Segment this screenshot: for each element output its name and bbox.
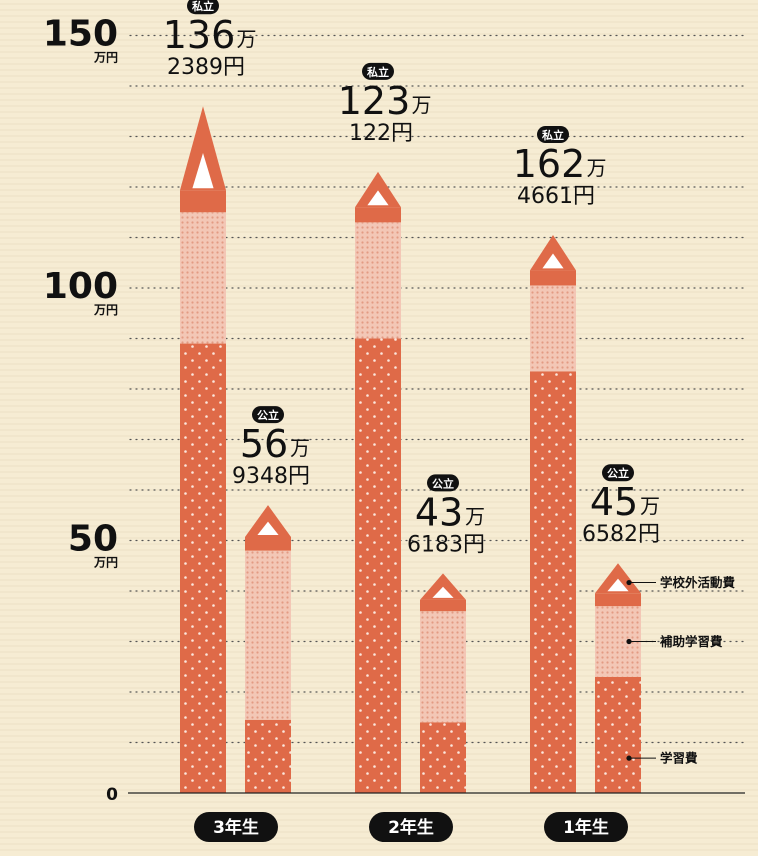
y-tick-unit: 万円 — [93, 303, 118, 317]
school-type-label: 私立 — [542, 128, 564, 142]
school-type-pill — [427, 474, 459, 492]
category-pill — [544, 812, 628, 842]
school-type-label: 公立 — [607, 466, 629, 480]
total-amount-man: 43 — [415, 490, 463, 534]
bar-hojo-segment — [245, 550, 291, 720]
pencil-tip-highlight — [257, 521, 279, 535]
pencil-tip — [245, 505, 291, 537]
bar-gakkougai-segment — [530, 270, 576, 286]
bar-hojo-segment — [420, 611, 466, 723]
total-amount-man-unit: 万 — [640, 494, 660, 518]
bar-gakkougai-segment — [355, 207, 401, 223]
bar-gakkougai-segment — [420, 599, 466, 612]
school-type-pill — [602, 464, 634, 482]
total-amount-yen: 6582円 — [582, 522, 660, 547]
bar-gakushu-segment — [245, 719, 291, 793]
total-amount-man-unit: 万 — [587, 156, 607, 180]
y-tick-label: 0 — [106, 785, 118, 805]
y-tick-label: 50 — [68, 519, 118, 560]
total-amount-man: 56 — [240, 422, 288, 466]
annotation-label: 補助学習費 — [659, 634, 723, 649]
annotation-label: 学校外活動費 — [660, 575, 736, 590]
y-tick-unit: 万円 — [93, 51, 118, 65]
category-label: 2年生 — [388, 817, 434, 838]
school-type-label: 私立 — [367, 65, 389, 79]
total-amount-man-unit: 万 — [412, 93, 432, 117]
pencil-tip — [180, 106, 226, 191]
school-type-pill — [252, 406, 284, 424]
bar-hojo-segment — [180, 212, 226, 344]
annotation-label: 学習費 — [660, 751, 698, 766]
category-label: 3年生 — [213, 817, 259, 838]
y-tick-label: 150 — [43, 14, 118, 55]
total-amount-yen: 122円 — [349, 121, 413, 146]
pencil-tip-highlight — [607, 578, 629, 592]
pencil-tip — [530, 234, 576, 271]
total-amount-man-unit: 万 — [237, 27, 257, 51]
bar-gakkougai-segment — [180, 190, 226, 213]
total-amount-man: 162 — [513, 142, 586, 186]
pencil-tip-highlight — [192, 152, 214, 189]
bar-hojo-segment — [355, 222, 401, 339]
school-type-pill — [187, 0, 219, 15]
total-amount-yen: 9348円 — [232, 464, 310, 489]
category-pill — [369, 812, 453, 842]
bar-gakushu-segment — [595, 676, 641, 793]
bar-gakushu-segment — [355, 338, 401, 793]
bar-gakkougai-segment — [245, 536, 291, 551]
pencil-tip — [420, 573, 466, 600]
total-amount-yen: 6183円 — [407, 532, 485, 557]
bar-hojo-segment — [530, 285, 576, 372]
pencil-tip — [355, 171, 401, 208]
pencil-tip-highlight — [432, 586, 454, 598]
total-amount-man-unit: 万 — [465, 504, 485, 528]
bar-gakushu-segment — [530, 371, 576, 793]
y-tick-label: 100 — [43, 266, 118, 307]
category-pill — [194, 812, 278, 842]
total-amount-man-unit: 万 — [290, 436, 310, 460]
school-type-label: 公立 — [432, 476, 454, 490]
y-tick-unit: 万円 — [93, 556, 118, 570]
bar-gakkougai-segment — [595, 593, 641, 607]
school-type-pill — [362, 62, 394, 80]
school-type-pill — [537, 125, 569, 143]
pencil-tip-highlight — [367, 190, 389, 206]
total-amount-yen: 2389円 — [167, 55, 245, 80]
category-label: 1年生 — [563, 817, 609, 838]
school-type-label: 私立 — [192, 0, 214, 13]
bar-gakushu-segment — [180, 343, 226, 793]
school-type-label: 公立 — [257, 408, 279, 422]
total-amount-yen: 4661円 — [517, 184, 595, 209]
pencil-tip-highlight — [542, 253, 564, 269]
total-amount-man: 136 — [163, 13, 236, 57]
total-amount-man: 123 — [338, 79, 411, 123]
pencil-tip — [595, 563, 641, 594]
total-amount-man: 45 — [590, 480, 638, 524]
bar-gakushu-segment — [420, 722, 466, 793]
